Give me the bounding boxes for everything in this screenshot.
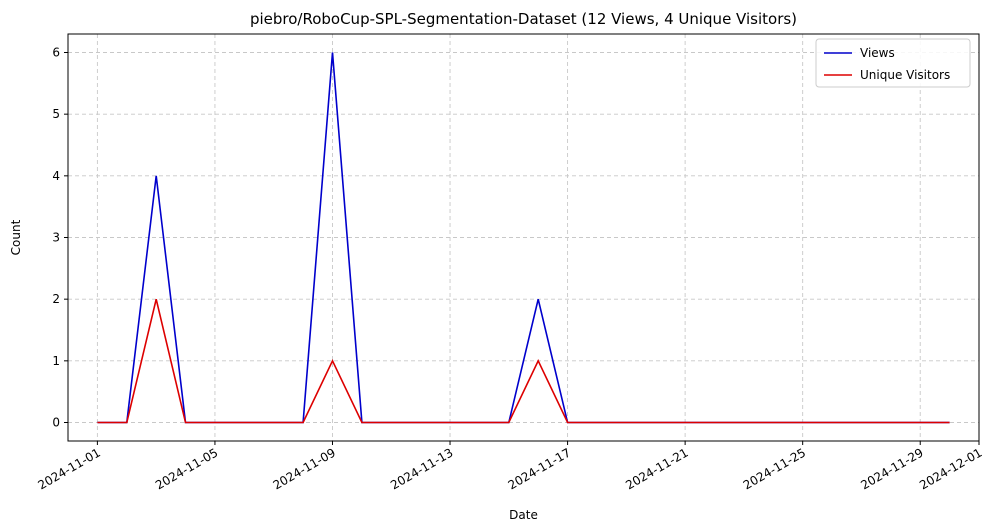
legend: Views Unique Visitors [815, 38, 971, 88]
y-axis-label: Count [9, 219, 23, 255]
series-lines [97, 52, 950, 424]
chart-title: piebro/RoboCup-SPL-Segmentation-Dataset … [250, 10, 797, 28]
y-tick-label: 6 [52, 46, 60, 60]
y-tick-label: 1 [52, 354, 60, 368]
x-axis-label: Date [509, 508, 538, 522]
legend-label: Unique Visitors [860, 68, 950, 82]
legend-label: Views [860, 46, 895, 60]
y-tick-label: 0 [52, 416, 60, 430]
series-line-1 [97, 299, 950, 424]
y-axis: 0 1 2 3 4 5 6 [52, 46, 68, 430]
y-tick-label: 2 [52, 292, 60, 306]
legend-box [815, 38, 971, 88]
y-tick-label: 5 [52, 107, 60, 121]
y-tick-label: 3 [52, 231, 60, 245]
y-tick-label: 4 [52, 169, 60, 183]
